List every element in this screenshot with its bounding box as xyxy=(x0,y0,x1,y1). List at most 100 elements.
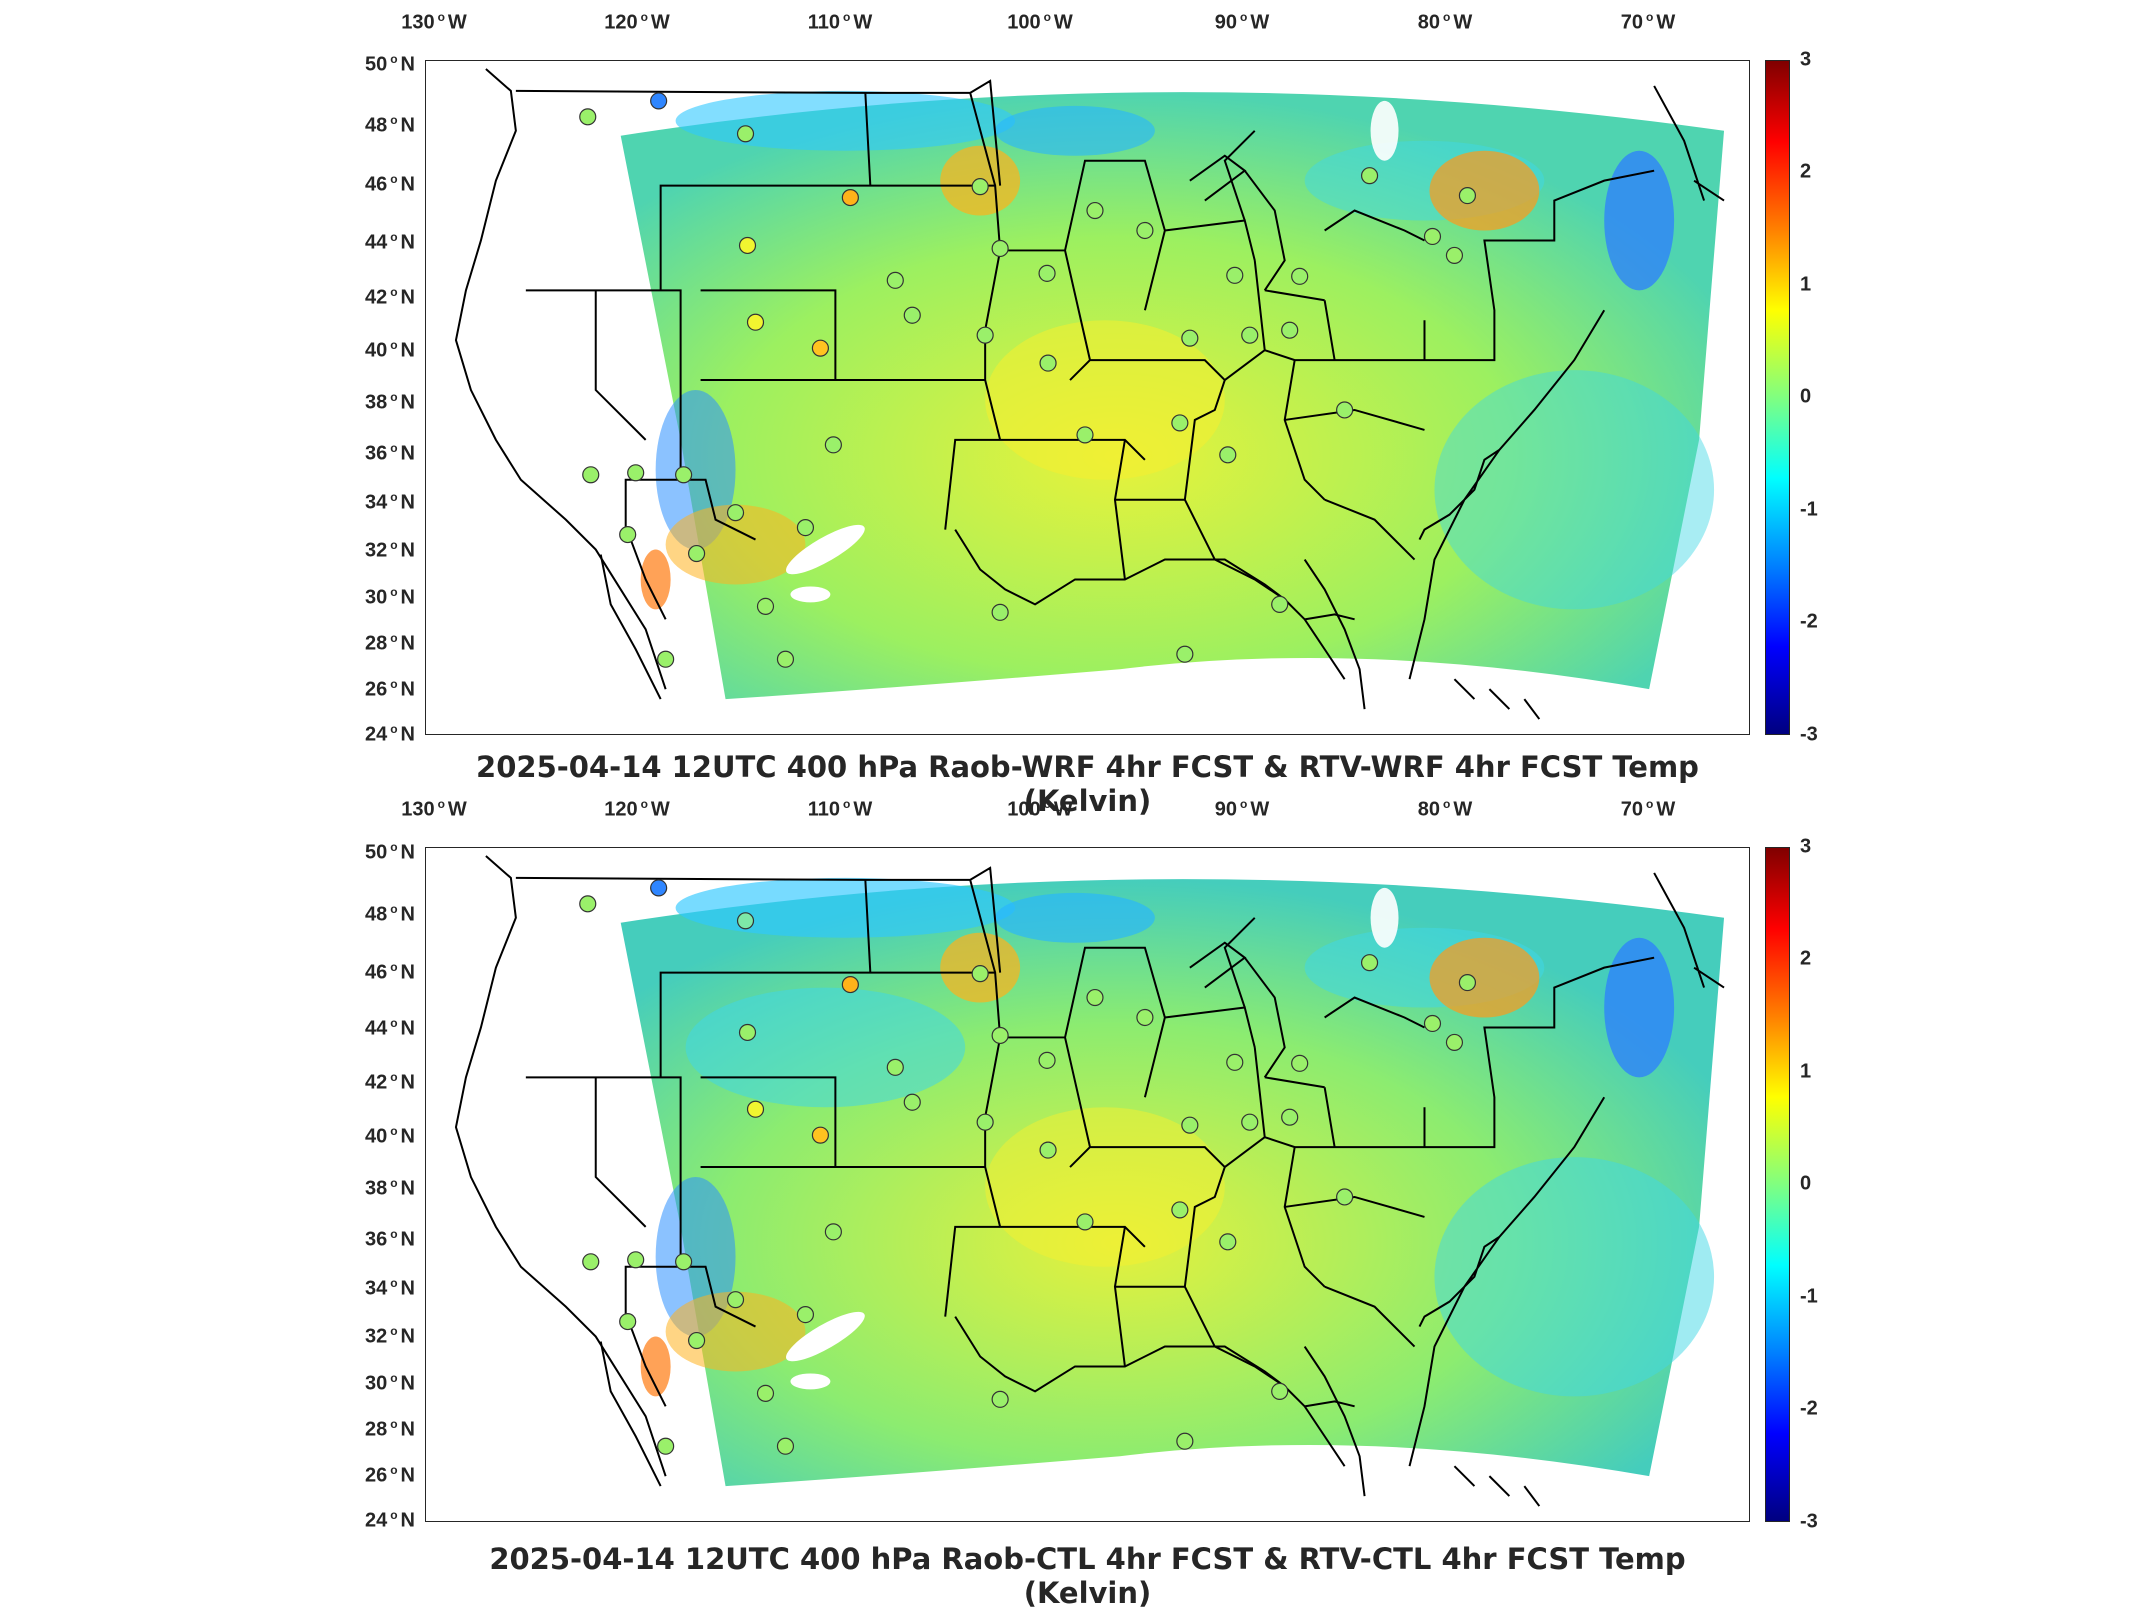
colorbar-tick: 0 xyxy=(1800,1172,1812,1195)
raob-station xyxy=(1219,446,1237,464)
raob-station xyxy=(1171,1201,1189,1219)
colorbar-tick: 2 xyxy=(1800,160,1812,183)
raob-station xyxy=(1136,221,1154,240)
cold-anomaly xyxy=(685,987,966,1108)
florida xyxy=(1303,558,1366,710)
lat-tick-label: 38 o N xyxy=(364,390,415,414)
raob-station xyxy=(1423,227,1442,246)
raob-station xyxy=(1176,645,1194,663)
lon-tick-label: 130 o W xyxy=(401,797,467,821)
lon-tick-label: 80 o W xyxy=(1417,10,1473,34)
raob-station xyxy=(1281,321,1299,339)
lon-tick-label: 110 o W xyxy=(807,797,873,821)
cold-anomaly xyxy=(675,877,1016,938)
raob-stations xyxy=(579,879,1477,1455)
raob-station xyxy=(627,1251,645,1269)
east-coast xyxy=(1408,309,1606,680)
raob-station xyxy=(1445,1033,1464,1051)
warm-anomaly xyxy=(1429,150,1540,231)
raob-station xyxy=(675,466,693,484)
west-coast xyxy=(454,68,667,690)
lat-tick-label: 34 o N xyxy=(364,490,415,514)
warm-anomaly xyxy=(640,549,671,610)
raob-station xyxy=(1171,414,1189,432)
lon-tick-label: 90 o W xyxy=(1214,797,1270,821)
raob-station xyxy=(657,650,675,668)
raob-station xyxy=(1458,187,1477,205)
lon-tick-label: 100 o W xyxy=(1007,10,1073,34)
raob-station xyxy=(991,1026,1009,1045)
florida xyxy=(1303,1345,1366,1497)
raob-stations xyxy=(579,92,1477,668)
raob-station xyxy=(841,976,859,994)
raob-station xyxy=(903,1093,921,1111)
raob-station xyxy=(627,464,645,482)
missing-data-patch xyxy=(786,524,865,575)
colorbar-tick: -3 xyxy=(1800,1510,1818,1533)
raob-station xyxy=(796,519,815,537)
raob-station xyxy=(824,1223,842,1241)
keys-islands xyxy=(1453,678,1541,720)
baja xyxy=(599,1326,667,1487)
warm-anomaly xyxy=(665,1291,806,1372)
raob-station xyxy=(1445,246,1464,264)
raob-station xyxy=(971,178,989,196)
raob-station xyxy=(1291,1054,1309,1072)
raob-station xyxy=(824,436,842,454)
colorbar-tick: -1 xyxy=(1800,498,1818,521)
panel-title: 2025-04-14 12UTC 400 hPa Raob-WRF 4hr FC… xyxy=(476,750,1699,818)
colorbar-tick: 2 xyxy=(1800,947,1812,970)
raob-station xyxy=(1271,595,1289,613)
lat-tick-label: 30 o N xyxy=(364,585,415,609)
raob-station xyxy=(841,189,859,207)
lat-tick-label: 48 o N xyxy=(364,113,415,137)
missing-data-patch xyxy=(786,1311,865,1362)
raob-station xyxy=(976,1113,994,1131)
lat-tick-label: 32 o N xyxy=(364,538,415,562)
raob-station xyxy=(903,306,921,324)
missing-data-patch xyxy=(1370,887,1399,948)
raob-station xyxy=(1086,201,1104,220)
raob-station xyxy=(650,879,668,897)
raob-station xyxy=(726,504,745,522)
lat-tick-label: 24 o N xyxy=(364,1508,415,1532)
colorbar-tick: -3 xyxy=(1800,723,1818,746)
raob-station xyxy=(976,326,994,344)
colorbar-tick: 0 xyxy=(1800,385,1812,408)
great-lakes xyxy=(1189,941,1425,1089)
lat-tick-label: 46 o N xyxy=(364,172,415,196)
panel-title: 2025-04-14 12UTC 400 hPa Raob-CTL 4hr FC… xyxy=(489,1542,1686,1610)
raob-station xyxy=(1336,401,1354,419)
raob-station xyxy=(675,1253,693,1271)
raob-station xyxy=(991,239,1009,258)
lat-tick-label: 26 o N xyxy=(364,677,415,701)
colorbar-tick: -2 xyxy=(1800,610,1818,633)
raob-station xyxy=(796,1306,815,1324)
lat-tick-label: 40 o N xyxy=(364,1124,415,1148)
raob-station xyxy=(756,1384,775,1402)
west-coast xyxy=(454,855,667,1477)
lat-tick-label: 42 o N xyxy=(364,1070,415,1094)
raob-station xyxy=(746,1100,765,1118)
lon-tick-label: 80 o W xyxy=(1417,797,1473,821)
raob-station xyxy=(991,1390,1009,1408)
great-lakes xyxy=(1189,154,1425,302)
raob-station xyxy=(991,603,1009,621)
raob-station xyxy=(1360,954,1379,972)
raob-station xyxy=(1176,1432,1194,1450)
colorbar xyxy=(1765,60,1790,735)
gulf-coast xyxy=(954,1316,1355,1467)
lat-tick-label: 44 o N xyxy=(364,1016,415,1040)
lat-tick-label: 46 o N xyxy=(364,960,415,984)
lon-tick-label: 70 o W xyxy=(1620,10,1676,34)
raob-station xyxy=(1360,167,1379,185)
lon-tick-label: 110 o W xyxy=(807,10,873,34)
canada-coast xyxy=(1653,872,1725,989)
lat-tick-label: 48 o N xyxy=(364,902,415,926)
raob-station xyxy=(1336,1188,1354,1206)
lat-tick-label: 30 o N xyxy=(364,1371,415,1395)
missing-data-patch xyxy=(790,586,831,603)
map-svg xyxy=(454,68,1725,720)
lat-tick-label: 44 o N xyxy=(364,230,415,254)
raob-station xyxy=(1281,1108,1299,1126)
